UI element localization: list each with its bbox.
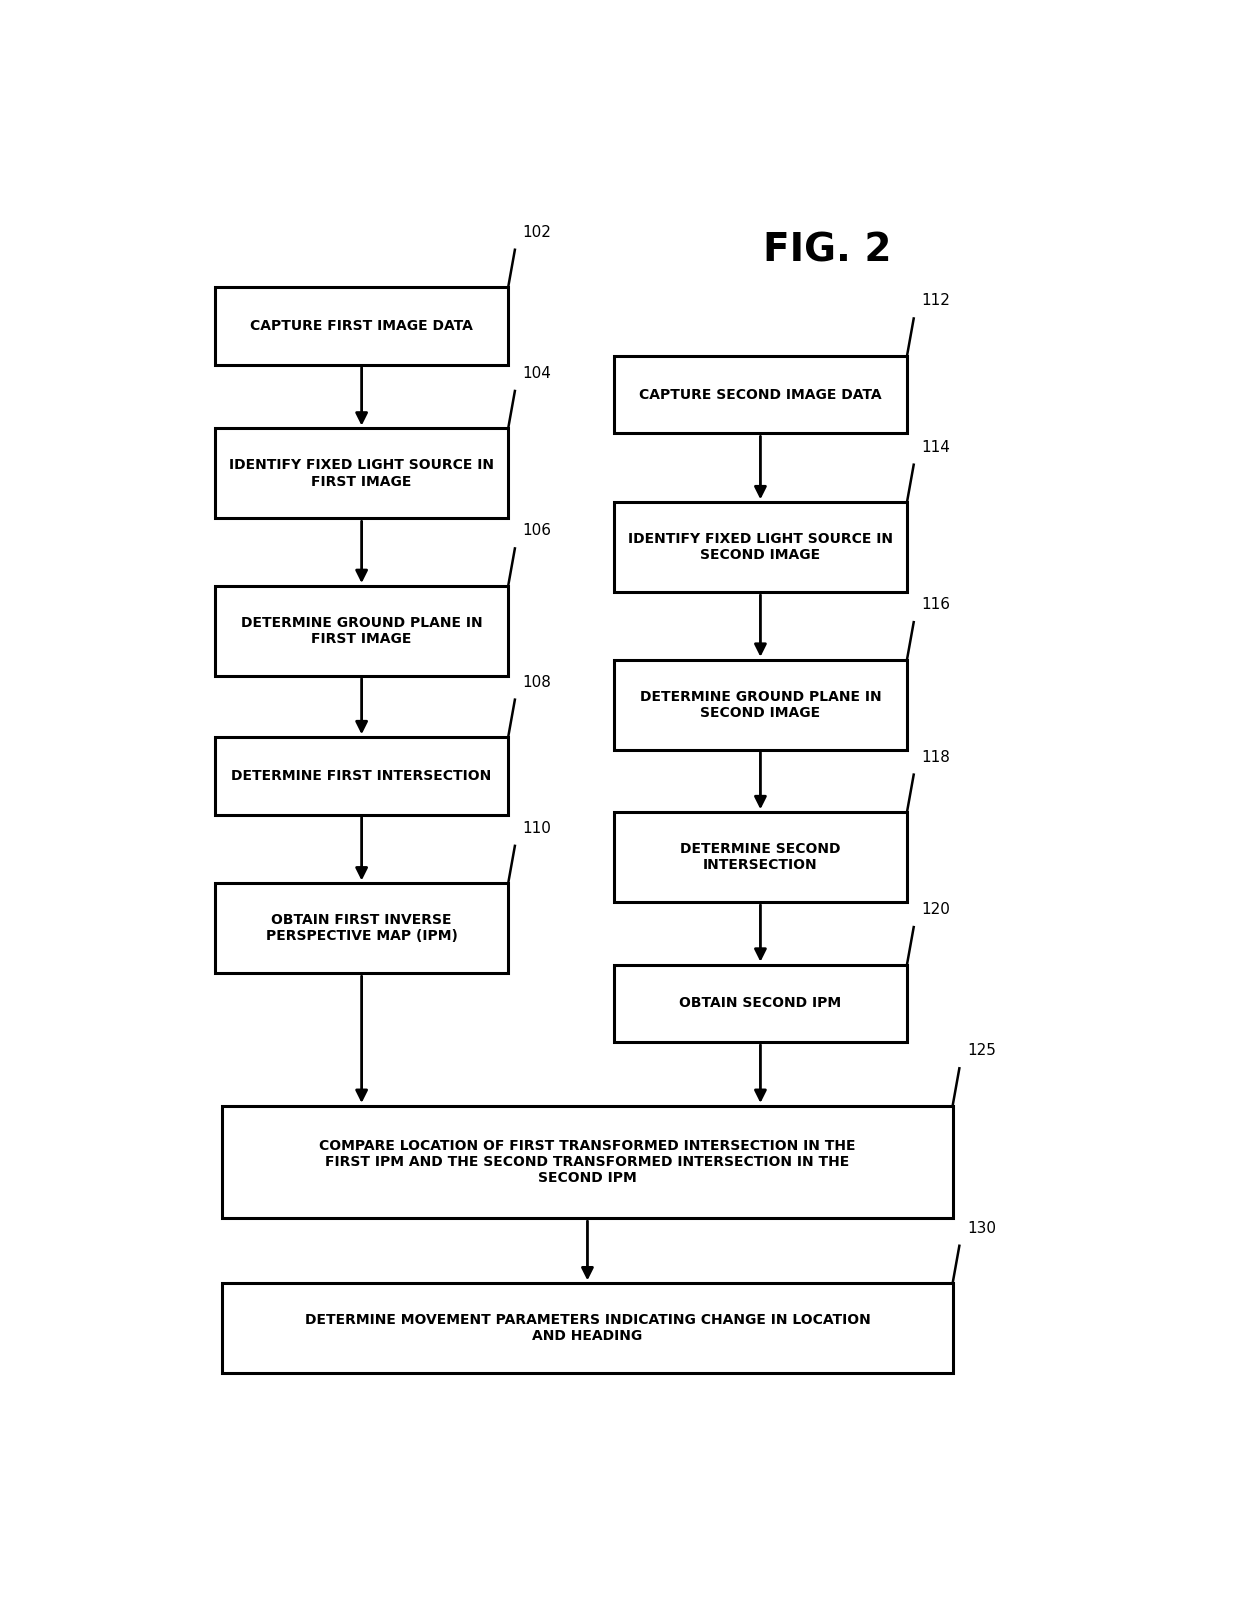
FancyBboxPatch shape <box>222 1105 952 1219</box>
Text: 104: 104 <box>522 365 552 381</box>
FancyBboxPatch shape <box>215 586 508 675</box>
Text: DETERMINE GROUND PLANE IN
SECOND IMAGE: DETERMINE GROUND PLANE IN SECOND IMAGE <box>640 690 882 719</box>
Text: IDENTIFY FIXED LIGHT SOURCE IN
FIRST IMAGE: IDENTIFY FIXED LIGHT SOURCE IN FIRST IMA… <box>229 458 494 489</box>
Text: 108: 108 <box>522 675 552 690</box>
Text: 116: 116 <box>921 597 950 612</box>
Text: 114: 114 <box>921 440 950 454</box>
Text: DETERMINE SECOND
INTERSECTION: DETERMINE SECOND INTERSECTION <box>681 842 841 872</box>
FancyBboxPatch shape <box>614 659 906 750</box>
Text: 110: 110 <box>522 821 552 836</box>
Text: DETERMINE FIRST INTERSECTION: DETERMINE FIRST INTERSECTION <box>232 769 492 782</box>
Text: COMPARE LOCATION OF FIRST TRANSFORMED INTERSECTION IN THE
FIRST IPM AND THE SECO: COMPARE LOCATION OF FIRST TRANSFORMED IN… <box>319 1139 856 1185</box>
FancyBboxPatch shape <box>215 428 508 518</box>
Text: CAPTURE SECOND IMAGE DATA: CAPTURE SECOND IMAGE DATA <box>639 388 882 403</box>
Text: 118: 118 <box>921 750 950 764</box>
FancyBboxPatch shape <box>614 355 906 433</box>
Text: CAPTURE FIRST IMAGE DATA: CAPTURE FIRST IMAGE DATA <box>250 320 472 333</box>
FancyBboxPatch shape <box>614 502 906 592</box>
Text: IDENTIFY FIXED LIGHT SOURCE IN
SECOND IMAGE: IDENTIFY FIXED LIGHT SOURCE IN SECOND IM… <box>627 532 893 562</box>
Text: 125: 125 <box>967 1044 996 1058</box>
Text: 106: 106 <box>522 524 552 539</box>
FancyBboxPatch shape <box>215 737 508 815</box>
Text: 112: 112 <box>921 294 950 308</box>
FancyBboxPatch shape <box>614 964 906 1042</box>
FancyBboxPatch shape <box>215 883 508 974</box>
Text: OBTAIN SECOND IPM: OBTAIN SECOND IPM <box>680 997 842 1011</box>
FancyBboxPatch shape <box>222 1284 952 1373</box>
FancyBboxPatch shape <box>215 287 508 365</box>
Text: 102: 102 <box>522 224 552 240</box>
FancyBboxPatch shape <box>614 812 906 902</box>
Text: 130: 130 <box>967 1220 996 1235</box>
Text: DETERMINE GROUND PLANE IN
FIRST IMAGE: DETERMINE GROUND PLANE IN FIRST IMAGE <box>241 615 482 646</box>
Text: FIG. 2: FIG. 2 <box>764 232 892 269</box>
Text: DETERMINE MOVEMENT PARAMETERS INDICATING CHANGE IN LOCATION
AND HEADING: DETERMINE MOVEMENT PARAMETERS INDICATING… <box>305 1313 870 1344</box>
Text: OBTAIN FIRST INVERSE
PERSPECTIVE MAP (IPM): OBTAIN FIRST INVERSE PERSPECTIVE MAP (IP… <box>265 914 458 943</box>
Text: 120: 120 <box>921 902 950 917</box>
